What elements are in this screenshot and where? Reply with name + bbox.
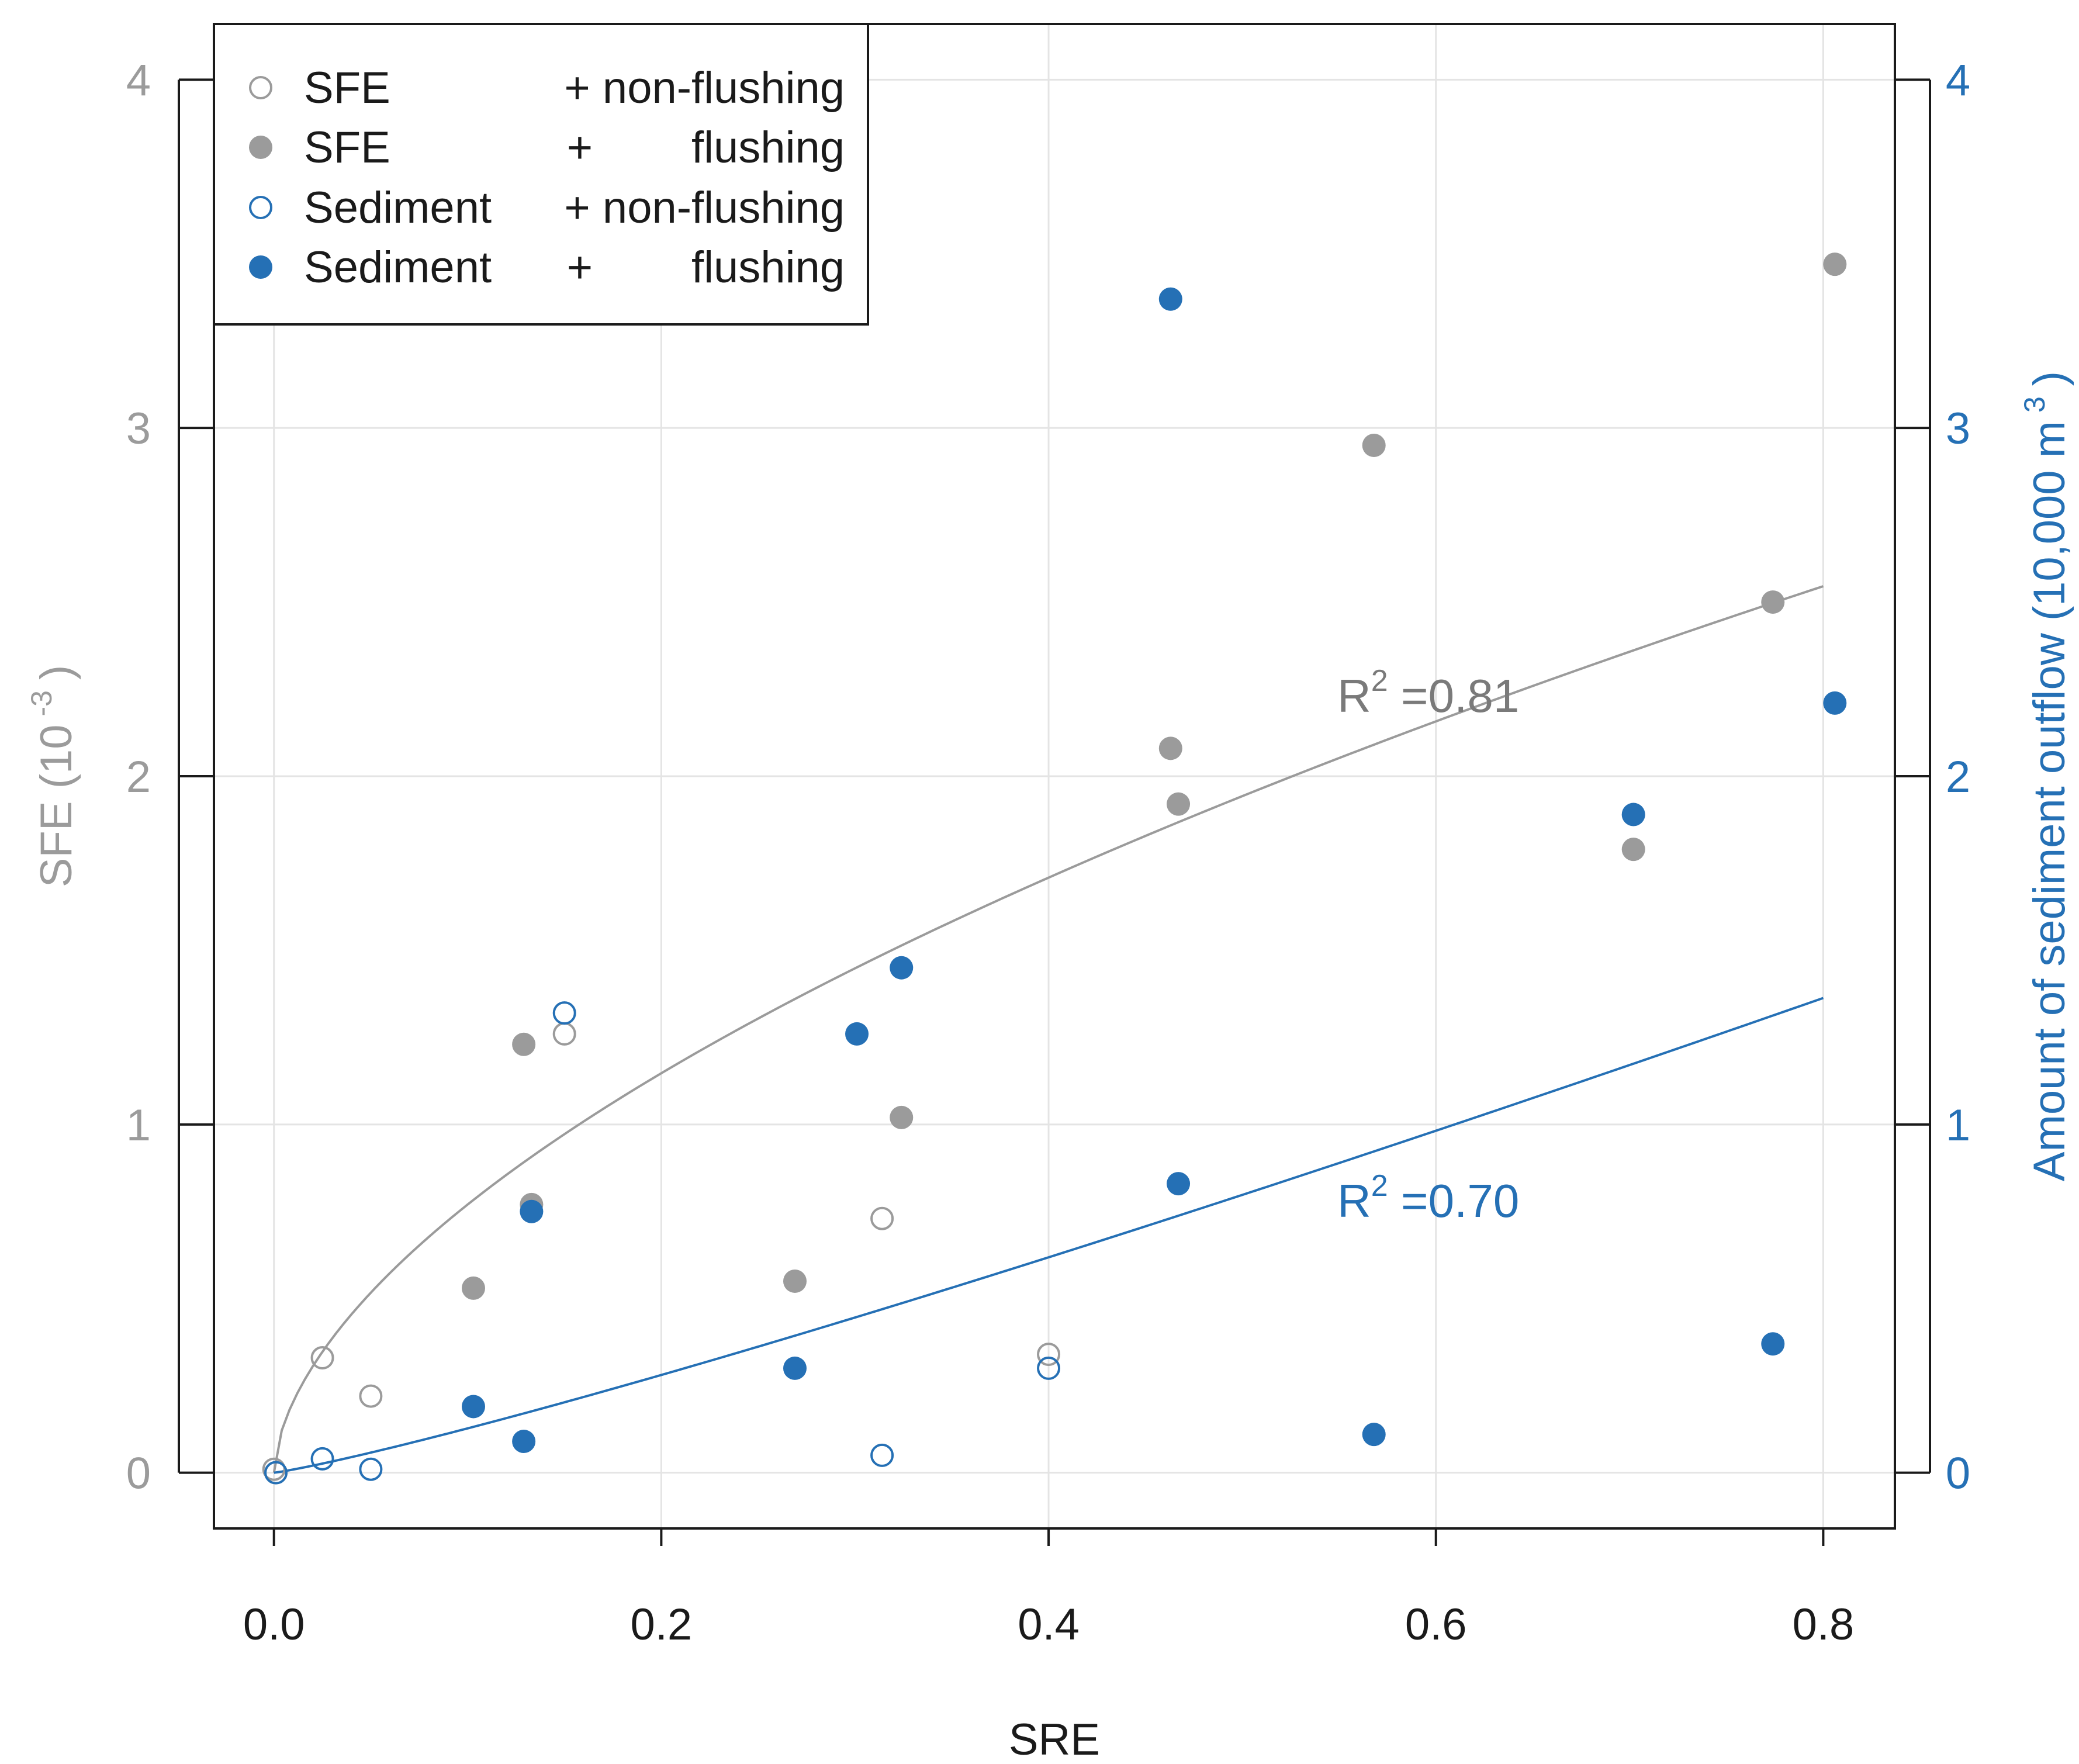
sfe-flushing-point [783, 1269, 807, 1293]
sed-flushing-point [1823, 691, 1847, 715]
sfe-flushing-point [461, 1276, 485, 1300]
legend-marker-sediment-nonflushing [249, 196, 272, 219]
legend-label-sfe-flushing-a: SFE [304, 123, 390, 172]
fit-curves [272, 585, 1824, 1474]
sed-flushing-point [461, 1395, 485, 1419]
fit-sfe-curve [272, 585, 1824, 1474]
sfe-flushing-point [1158, 736, 1182, 760]
left-y-tick-label: 1 [126, 1101, 151, 1150]
sfe-flushing-point [890, 1105, 914, 1129]
left-y-tick-label: 0 [126, 1449, 151, 1499]
right-y-axis-title: Amount of sediment outflow (10,000 m 3) [2018, 371, 2074, 1181]
right-y-title-exp: 3 [2018, 396, 2051, 413]
data-points [262, 253, 1847, 1485]
left-y-tick-label: 4 [126, 56, 151, 105]
r-squared-sediment-sup: 2 [1371, 1169, 1388, 1203]
sed-nonflushing-point [870, 1443, 894, 1467]
left-y-title-exp: -3 [25, 690, 58, 716]
legend-marker-sfe-flushing [249, 136, 272, 159]
legend-marker-sfe-nonflushing [249, 76, 272, 99]
sed-nonflushing-point [310, 1447, 334, 1471]
right-y-tick-label: 1 [1946, 1101, 1970, 1150]
left-y-tick-label: 3 [126, 404, 151, 454]
legend-label-sediment-flushing-b: + flushing [567, 243, 845, 292]
sed-flushing-point [1761, 1332, 1785, 1356]
sfe-nonflushing-point [870, 1206, 894, 1230]
legend-label-sediment-nonflushing-b: + non-flushing [564, 183, 845, 233]
sed-flushing-point [512, 1430, 536, 1454]
sfe-nonflushing-point [359, 1384, 383, 1408]
sfe-flushing-point [1621, 838, 1645, 862]
left-y-title-text: SFE (10 [32, 725, 81, 888]
x-tick-label: 0.0 [243, 1600, 305, 1649]
x-tick-label: 0.8 [1793, 1600, 1855, 1649]
sfe-nonflushing-point [552, 1022, 576, 1046]
right-y-tick-label: 4 [1946, 56, 1970, 105]
legend: SFE + non-flushing SFE + flushing Sedime… [213, 23, 869, 326]
sfe-flushing-point [1362, 433, 1386, 457]
sed-flushing-point [1621, 803, 1645, 826]
right-y-tick-label: 0 [1946, 1449, 1970, 1499]
fit-sed-curve [274, 997, 1824, 1474]
legend-label-sfe-nonflushing-a: SFE [304, 63, 390, 113]
r-squared-sfe-value: =0.81 [1388, 670, 1520, 722]
legend-label-sediment-nonflushing-a: Sediment [304, 183, 492, 233]
sed-nonflushing-point [264, 1461, 288, 1485]
legend-label-sediment-flushing-a: Sediment [304, 243, 492, 292]
sfe-nonflushing-point [310, 1346, 334, 1370]
left-y-tick-label: 2 [126, 752, 151, 802]
sed-flushing-point [890, 956, 914, 980]
r-squared-sfe-label: R2 =0.81 [1337, 664, 1519, 722]
sed-flushing-point [1158, 287, 1182, 311]
left-y-title-close: ) [32, 665, 81, 680]
sfe-nonflushing-point [262, 1457, 286, 1481]
sed-nonflushing-point [552, 1001, 576, 1025]
legend-label-sfe-flushing-b: + flushing [567, 123, 845, 172]
r-squared-sediment-value: =0.70 [1388, 1175, 1520, 1227]
sed-flushing-point [1167, 1172, 1191, 1196]
r-squared-sediment-prefix: R [1337, 1175, 1371, 1227]
x-tick-label: 0.2 [631, 1600, 693, 1649]
sed-flushing-point [783, 1356, 807, 1380]
right-y-title-close: ) [2025, 371, 2074, 386]
sfe-flushing-point [512, 1032, 536, 1056]
right-y-tick-label: 3 [1946, 404, 1970, 454]
axes: 0.0 0.2 0.4 0.6 0.8 0 0 1 1 2 2 3 3 4 4 [126, 56, 1970, 1649]
sed-flushing-point [1362, 1423, 1386, 1447]
sfe-flushing-point [1761, 590, 1785, 614]
sfe-flushing-point [1823, 253, 1847, 276]
sfe-nonflushing-point [1037, 1343, 1061, 1367]
x-tick-label: 0.4 [1018, 1600, 1080, 1649]
right-y-title-text: Amount of sediment outflow (10,000 m [2025, 421, 2074, 1181]
legend-box [213, 23, 869, 326]
sed-nonflushing-point [1037, 1356, 1061, 1380]
legend-marker-sediment-flushing [249, 255, 272, 279]
sed-flushing-point [845, 1022, 869, 1046]
legend-label-sfe-nonflushing-b: + non-flushing [564, 63, 845, 113]
sed-nonflushing-point [359, 1457, 383, 1481]
x-axis-title: SRE [1009, 1715, 1100, 1764]
sfe-flushing-point [1167, 792, 1191, 816]
right-y-tick-label: 2 [1946, 752, 1970, 802]
left-y-axis-title: SFE (10 -3) [25, 665, 81, 888]
sed-flushing-point [520, 1199, 544, 1223]
r-squared-sediment-label: R2 =0.70 [1337, 1169, 1519, 1227]
x-tick-label: 0.6 [1405, 1600, 1467, 1649]
r-squared-sfe-sup: 2 [1371, 664, 1388, 698]
r-squared-sfe-prefix: R [1337, 670, 1371, 722]
